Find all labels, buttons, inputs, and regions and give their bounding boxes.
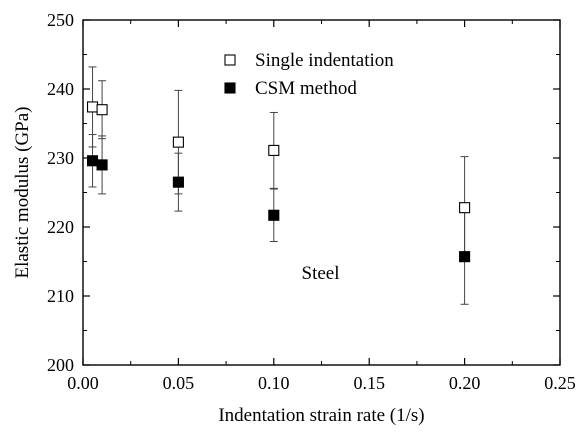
data-point-csm-method [459,251,471,263]
errorbars-layer [88,66,469,305]
y-tick-label: 200 [47,355,74,375]
y-tick-label: 210 [47,286,74,306]
markers-layer [86,101,471,263]
data-point-single-indentation [86,101,99,113]
legend: Single indentation CSM method [224,50,394,99]
data-point-single-indentation [96,104,108,116]
data-point-csm-method [268,209,280,221]
x-tick-label: 0.00 [67,373,99,393]
x-tick-label: 0.10 [258,373,290,393]
legend-marker-csm-method [224,82,236,94]
data-point-single-indentation [459,202,471,214]
annotation-steel: Steel [302,263,340,284]
plot-frame [82,19,561,366]
tick-labels-layer: 0.00 0.05 0.10 0.15 0.20 0.25 200 210 220 230 240 2… [47,10,576,393]
data-point-csm-method [172,176,184,188]
x-tick-label: 0.15 [353,373,385,393]
data-point-single-indentation [172,136,184,148]
y-tick-label: 250 [47,10,74,30]
legend-marker-single-indentation [224,54,236,66]
x-tick-label: 0.25 [544,373,576,393]
y-axis-label: Elastic modulus (GPa) [12,106,33,278]
y-tick-label: 220 [47,217,74,237]
legend-label-csm-method: CSM method [255,78,357,99]
x-tick-label: 0.20 [449,373,481,393]
data-point-single-indentation [268,144,280,156]
legend-label-single-indentation: Single indentation [255,50,394,71]
data-point-csm-method [96,159,108,171]
y-tick-label: 240 [47,79,74,99]
ticks-layer [82,19,561,366]
x-tick-label: 0.05 [163,373,195,393]
data-point-csm-method [86,155,99,167]
y-tick-label: 230 [47,148,74,168]
x-axis-label: Indentation strain rate (1/s) [218,405,424,426]
